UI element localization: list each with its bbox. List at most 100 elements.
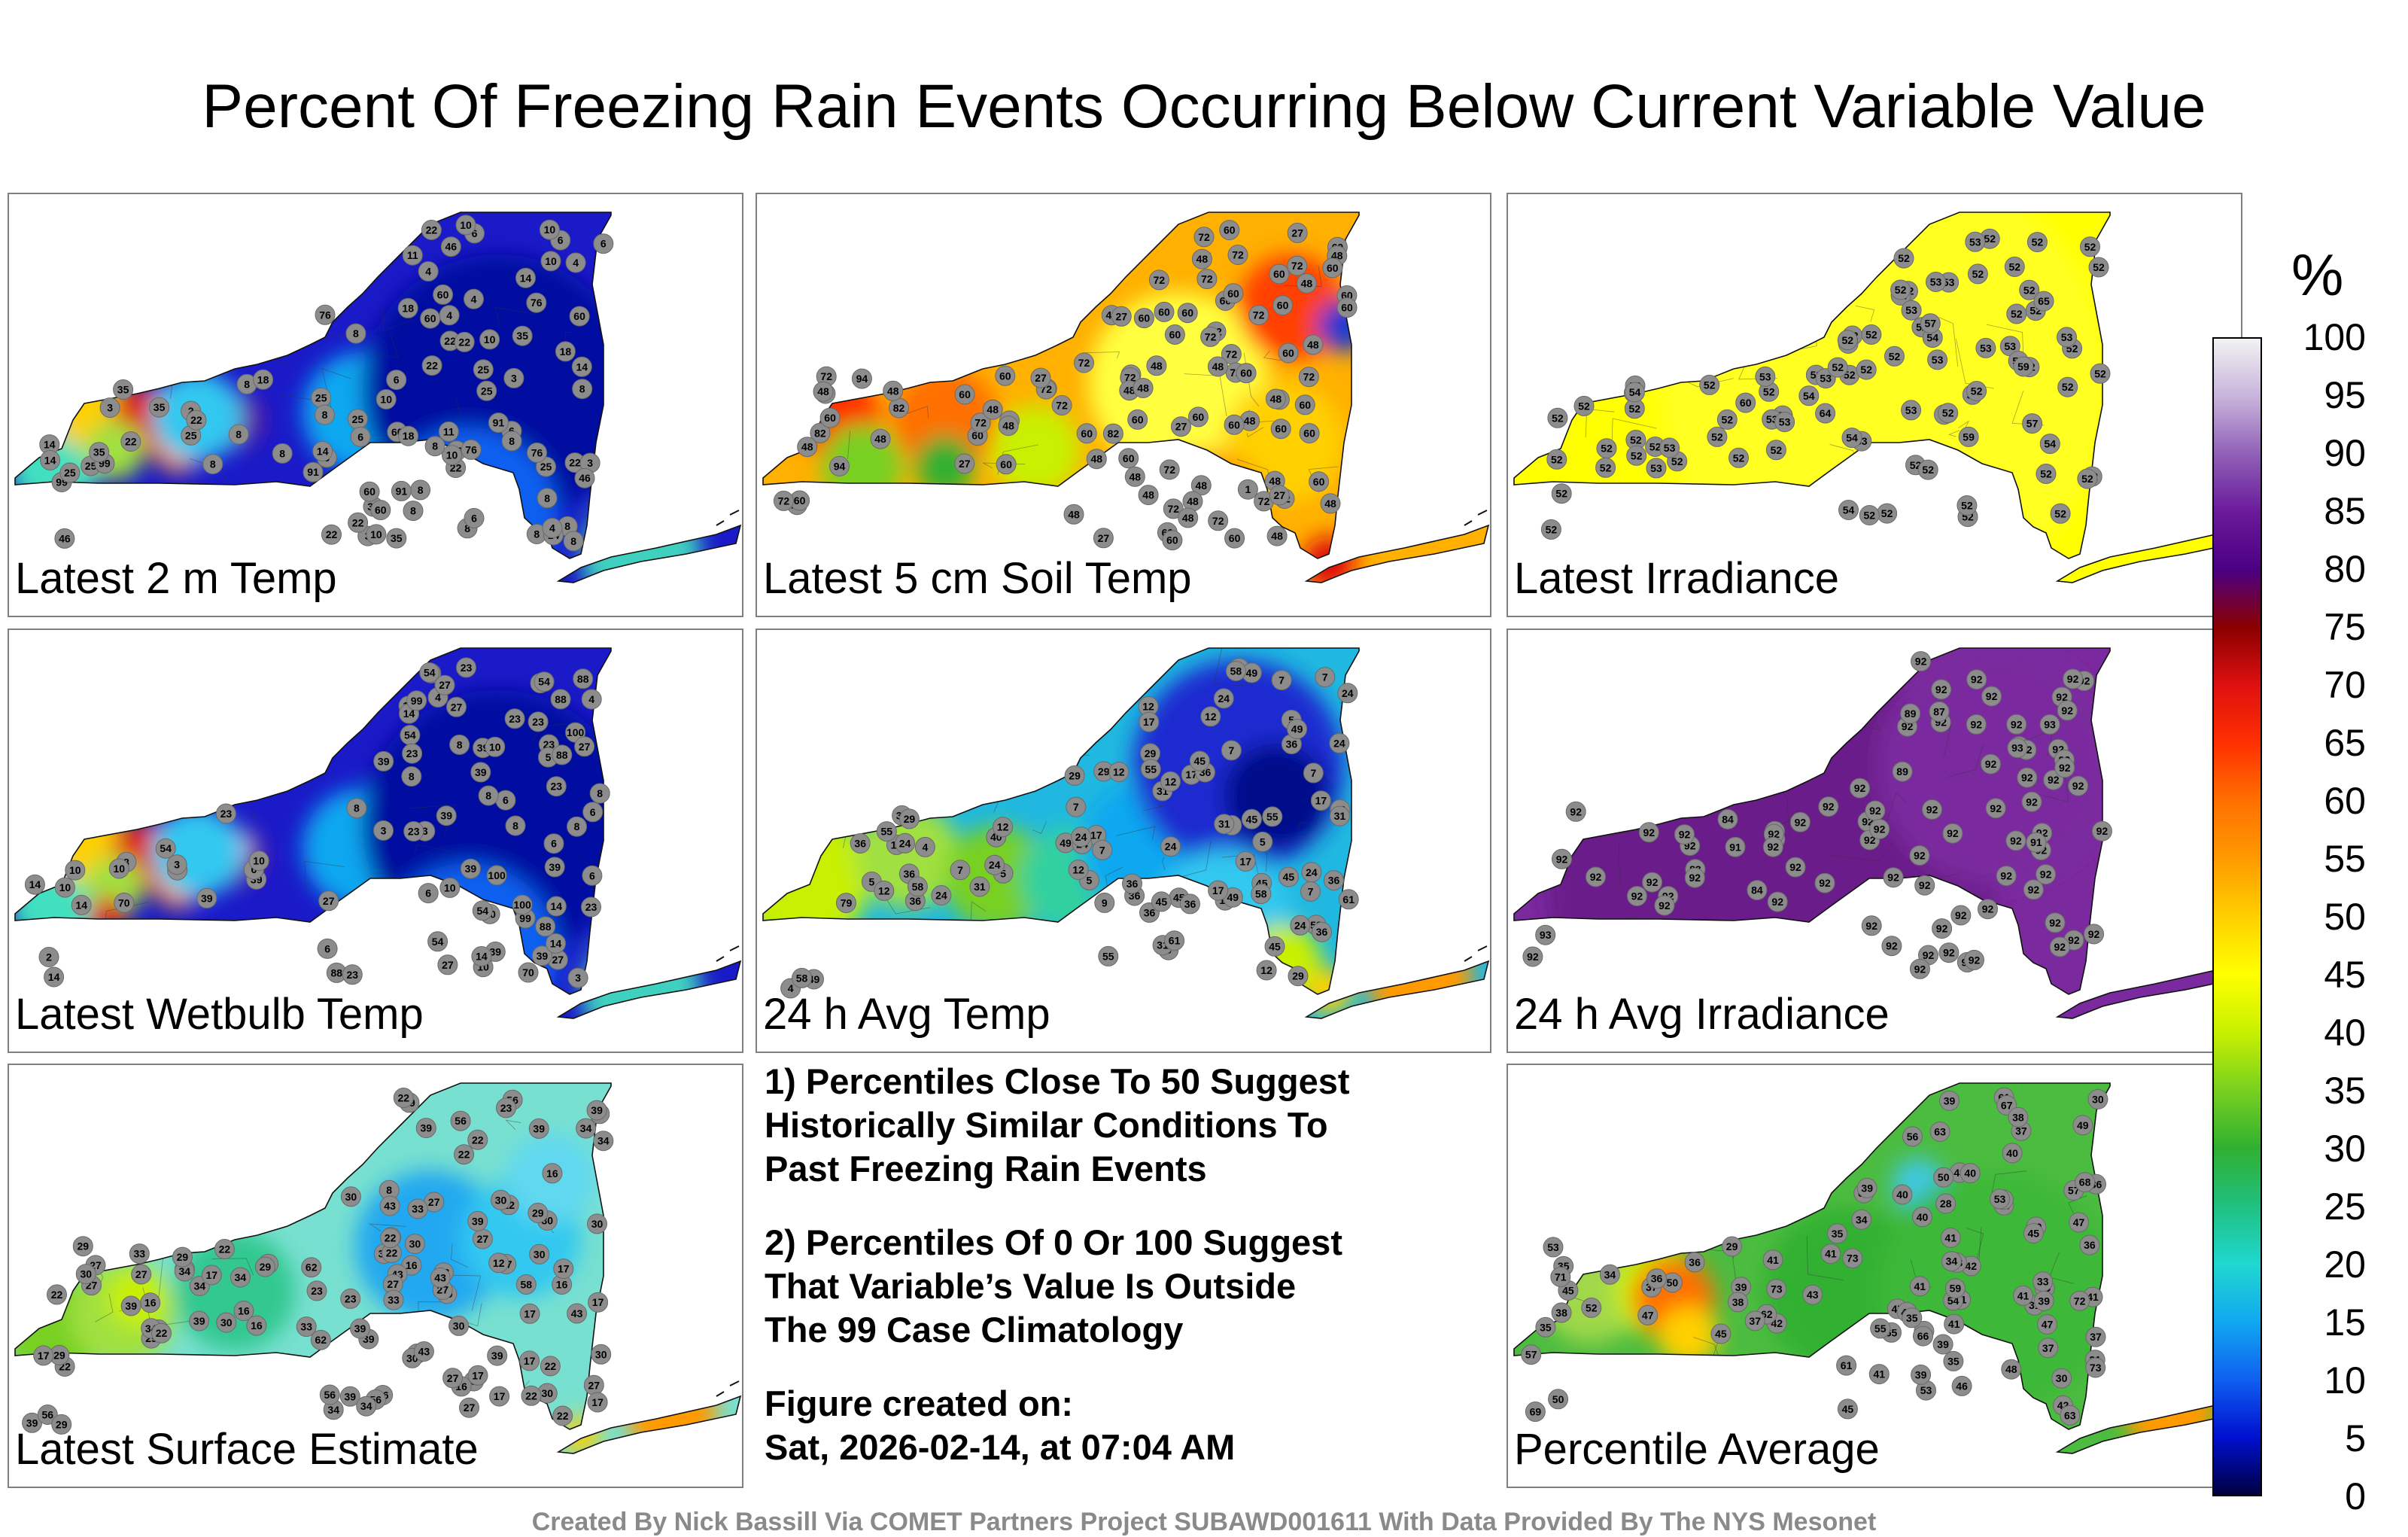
station-marker bbox=[2037, 1314, 2057, 1335]
station-value: 29 bbox=[1292, 970, 1304, 982]
station-value: 60 bbox=[1240, 367, 1252, 379]
station-value: 60 bbox=[1275, 423, 1287, 435]
station-value: 72 bbox=[1154, 274, 1166, 286]
field-blob bbox=[1659, 212, 2110, 583]
station-marker bbox=[2023, 879, 2044, 900]
station-value: 7 bbox=[1073, 801, 1079, 813]
station-marker bbox=[1798, 385, 1820, 406]
station-value: 72 bbox=[820, 370, 832, 382]
station-marker bbox=[272, 443, 293, 464]
station-value: 30 bbox=[495, 1194, 507, 1206]
station-value: 18 bbox=[257, 373, 269, 385]
station-marker bbox=[1193, 227, 1215, 248]
station-value: 22 bbox=[219, 1243, 231, 1255]
station-marker bbox=[476, 380, 497, 401]
station-marker bbox=[1699, 374, 1720, 395]
colorbar-tick: 15 bbox=[2324, 1301, 2366, 1344]
station-value: 60 bbox=[1181, 307, 1193, 319]
station-value: 40 bbox=[1964, 1167, 1976, 1179]
station-marker bbox=[2008, 1106, 2029, 1128]
station-value: 60 bbox=[1228, 418, 1240, 431]
station-value: 41 bbox=[1825, 1248, 1837, 1260]
station-marker bbox=[1861, 915, 1882, 936]
station-marker bbox=[1789, 811, 1811, 832]
station-marker bbox=[403, 501, 424, 522]
station-marker bbox=[434, 674, 455, 695]
station-value: 8 bbox=[409, 771, 415, 783]
station-marker bbox=[1219, 220, 1240, 241]
station-value: 6 bbox=[558, 234, 564, 246]
station-marker bbox=[24, 874, 45, 895]
station-layer: 1818148228222514610825252822868348358607… bbox=[39, 215, 614, 552]
station-marker bbox=[2001, 1359, 2022, 1380]
station-marker bbox=[1171, 416, 1191, 437]
station-value: 24 bbox=[1165, 841, 1177, 853]
station-marker bbox=[539, 219, 560, 240]
station-marker bbox=[546, 933, 566, 954]
station-value: 4 bbox=[588, 693, 594, 705]
station-marker bbox=[415, 1118, 436, 1139]
station-value: 45 bbox=[1269, 940, 1281, 952]
station-value: 33 bbox=[134, 1248, 146, 1260]
station-value: 54 bbox=[424, 667, 436, 679]
station-value: 6 bbox=[503, 794, 509, 806]
station-value: 29 bbox=[1145, 747, 1157, 759]
station-marker bbox=[155, 838, 176, 859]
county-line bbox=[895, 765, 926, 796]
station-marker bbox=[446, 696, 467, 717]
station-value: 53 bbox=[2061, 331, 2073, 343]
station-value: 39 bbox=[201, 892, 213, 904]
station-marker bbox=[1841, 428, 1862, 449]
station-value: 60 bbox=[959, 388, 971, 400]
station-value: 54 bbox=[538, 676, 550, 688]
station-value: 46 bbox=[59, 532, 71, 544]
county-line bbox=[1124, 924, 1150, 949]
station-value: 92 bbox=[1556, 853, 1568, 865]
station-value: 92 bbox=[2026, 796, 2038, 808]
station-marker bbox=[954, 453, 975, 474]
station-value: 27 bbox=[1035, 372, 1047, 384]
station-value: 87 bbox=[1933, 705, 1945, 717]
station-value: 45 bbox=[2028, 1228, 2040, 1240]
station-marker bbox=[2079, 1234, 2100, 1255]
station-value: 39 bbox=[125, 1300, 137, 1312]
county-line bbox=[1725, 306, 1751, 348]
station-value: 60 bbox=[424, 312, 436, 324]
station-value: 34 bbox=[179, 1265, 191, 1277]
station-value: 99 bbox=[411, 695, 423, 707]
station-value: 39 bbox=[26, 1417, 38, 1429]
station-marker bbox=[424, 436, 445, 457]
station-value: 39 bbox=[490, 945, 502, 957]
station-marker bbox=[1237, 479, 1258, 500]
county-line bbox=[810, 704, 861, 745]
map-panel-wetbulb: 1423148273914610827232782839106354708810… bbox=[8, 628, 743, 1053]
station-value: 52 bbox=[1600, 461, 1612, 473]
station-marker bbox=[950, 860, 971, 881]
station-marker bbox=[537, 488, 558, 509]
station-value: 48 bbox=[1324, 498, 1336, 510]
station-marker bbox=[404, 1234, 425, 1255]
station-marker bbox=[65, 860, 86, 881]
station-value: 38 bbox=[1732, 1296, 1744, 1308]
station-marker bbox=[301, 1257, 322, 1278]
station-marker bbox=[1264, 936, 1285, 957]
station-value: 3 bbox=[575, 972, 581, 984]
station-marker bbox=[2050, 503, 2071, 524]
station-marker bbox=[114, 892, 135, 913]
station-value: 92 bbox=[1971, 674, 1983, 686]
station-marker bbox=[515, 267, 536, 288]
station-marker bbox=[375, 389, 397, 409]
station-marker bbox=[1966, 381, 1987, 401]
ny-map: 3030292223173329221722333423817178271634… bbox=[14, 1082, 742, 1454]
station-value: 92 bbox=[1771, 896, 1783, 908]
station-value: 3 bbox=[422, 825, 428, 837]
colorbar-tick: 40 bbox=[2324, 1012, 2366, 1054]
station-marker bbox=[998, 415, 1019, 437]
panel-label: Percentile Average bbox=[1514, 1425, 1880, 1474]
station-marker bbox=[108, 858, 129, 879]
station-value: 52 bbox=[2084, 241, 2096, 253]
station-value: 92 bbox=[1986, 690, 1998, 702]
station-marker bbox=[2019, 279, 2040, 300]
figure-created-note: Figure created on: Sat, 2026-02-14, at 0… bbox=[765, 1383, 1236, 1467]
county-line bbox=[494, 306, 539, 325]
